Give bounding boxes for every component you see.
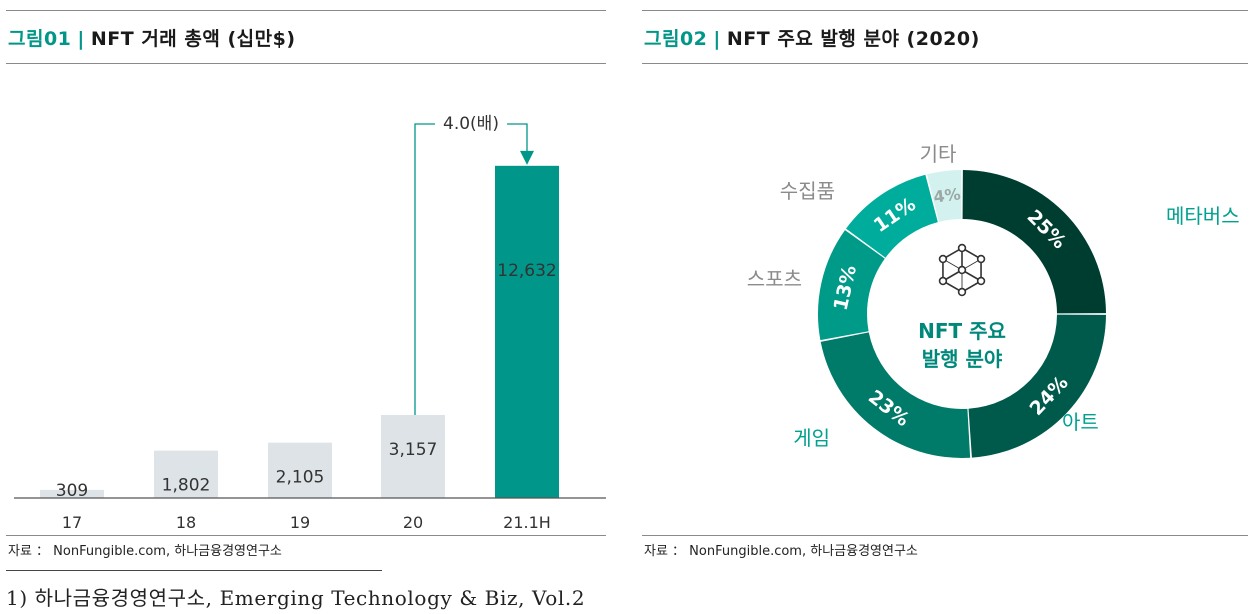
icon-node [976, 276, 986, 286]
footnote-rule [6, 570, 382, 571]
bar-21.1H [495, 165, 559, 498]
left-title-rule [6, 63, 606, 64]
right-figure-number: 그림02 [644, 28, 708, 50]
left-figure-title: 그림01 | NFT 거래 총액 (십만$) [8, 24, 296, 51]
growth-arrowhead [520, 150, 534, 165]
x-tick-label: 19 [290, 513, 310, 532]
slice-percent-label: 4% [932, 184, 961, 206]
right-title-separator: | [713, 28, 721, 50]
bar-value-label: 3,157 [389, 440, 438, 460]
left-top-rule [6, 10, 606, 11]
right-top-rule [642, 10, 1248, 11]
bar-value-label: 12,632 [497, 261, 556, 281]
bar-chart: 309 17 1,802 18 2,105 19 3,157 20 12,632 21.1H 4.0… [14, 111, 606, 532]
slice-category-label: 아트 [1062, 410, 1099, 434]
bar-18 [154, 450, 218, 498]
bar-value-label: 309 [56, 481, 88, 501]
donut-slice-게임 [820, 332, 971, 458]
right-title-rule [642, 63, 1248, 64]
left-source: 자료 ： NonFungible.com, 하나금융경영연구소 [8, 544, 282, 559]
x-tick-label: 17 [62, 513, 82, 532]
icon-node [957, 243, 967, 253]
donut-slice-아트 [968, 314, 1106, 458]
x-tick-label: 20 [403, 513, 423, 532]
center-label-line1: NFT 주요 [918, 319, 1006, 343]
left-figure-number: 그림01 [8, 28, 72, 50]
right-source-rule [642, 535, 1248, 536]
growth-annotation: 4.0(배) [443, 114, 499, 134]
donut-slice-메타버스 [962, 170, 1106, 314]
right-source: 자료 ： NonFungible.com, 하나금융경영연구소 [644, 544, 918, 559]
bar-value-label: 2,105 [276, 468, 325, 488]
slice-category-label: 게임 [793, 426, 830, 450]
slice-category-label: 기타 [920, 142, 957, 166]
bar-17 [40, 489, 104, 498]
slice-category-label: 수집품 [780, 179, 835, 203]
x-tick-label: 18 [176, 513, 196, 532]
annotation-bg [435, 111, 507, 135]
center-label-line2: 발행 분야 [922, 347, 1003, 371]
x-tick-label: 21.1H [503, 513, 551, 532]
right-figure-title: 그림02 | NFT 주요 발행 분야 (2020) [644, 24, 980, 51]
donut-slice-스포츠 [818, 230, 885, 341]
cube-network-icon [938, 243, 986, 297]
donut-slice-수집품 [846, 174, 938, 258]
slice-category-label: 스포츠 [747, 267, 802, 291]
icon-node [938, 276, 948, 286]
footnote: 1) 하나금융경영연구소, Emerging Technology & Biz,… [6, 586, 586, 610]
donut-slice-기타 [927, 170, 962, 222]
left-source-rule [6, 535, 606, 536]
icon-node [976, 254, 986, 264]
icon-node [957, 287, 967, 297]
slice-category-label: 메타버스 [1166, 204, 1240, 228]
bar-20 [381, 414, 445, 498]
left-title-separator: | [77, 28, 85, 50]
bar-19 [268, 442, 332, 498]
icon-node [938, 254, 948, 264]
left-title-text: NFT 거래 총액 (십만$) [90, 28, 296, 50]
right-title-text: NFT 주요 발행 분야 (2020) [726, 28, 980, 50]
bar-value-label: 1,802 [162, 476, 211, 496]
icon-node [957, 265, 967, 275]
